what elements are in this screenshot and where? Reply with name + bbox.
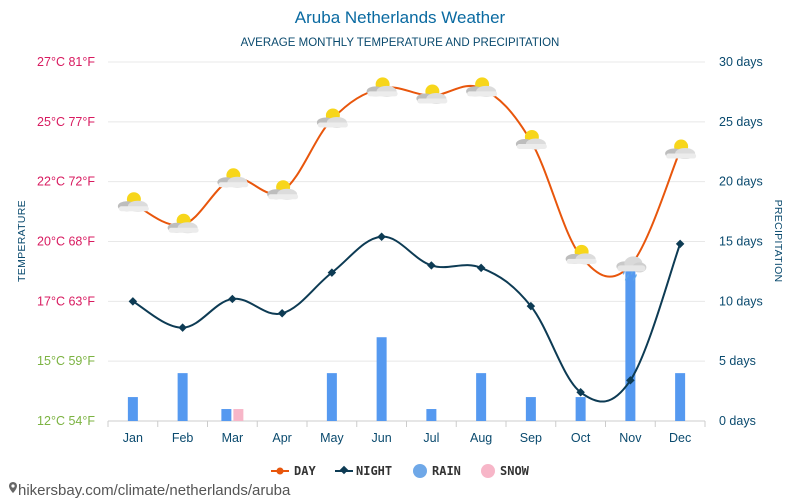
- footer-url[interactable]: hikersbay.com/climate/netherlands/aruba: [18, 482, 291, 499]
- legend-day-marker: [276, 467, 284, 475]
- temperature-tick-label: 12°C 54°F: [37, 414, 95, 428]
- month-label: Feb: [172, 431, 194, 445]
- temperature-tick-label: 20°C 68°F: [37, 235, 95, 249]
- chart-subtitle: AVERAGE MONTHLY TEMPERATURE AND PRECIPIT…: [241, 37, 560, 49]
- partly-sunny-icon: [416, 84, 448, 105]
- night-point: [526, 301, 536, 311]
- month-label: May: [320, 431, 344, 445]
- legend-item-rain[interactable]: RAIN: [413, 464, 461, 478]
- rain-cloud-icon: [616, 256, 647, 281]
- night-point: [327, 268, 337, 277]
- legend-item-day[interactable]: DAY: [271, 464, 316, 478]
- partly-sunny-icon: [117, 192, 149, 212]
- month-axis: Jan Feb Mar Apr May Jun Jul Aug Sep Oct Nov Dec: [107, 420, 706, 445]
- legend-night-label: NIGHT: [356, 464, 392, 478]
- night-point: [675, 239, 685, 249]
- rain-bar: [525, 397, 536, 421]
- legend-rain-label: RAIN: [432, 464, 461, 478]
- precipitation-tick-label: 15 days: [719, 235, 763, 249]
- rain-bar: [625, 265, 636, 421]
- precipitation-tick-label: 5 days: [719, 354, 756, 368]
- month-label: Jun: [372, 431, 392, 445]
- partly-sunny-icon: [565, 244, 597, 265]
- month-label: Aug: [470, 431, 492, 445]
- month-label: Jul: [423, 431, 439, 445]
- night-point: [228, 294, 237, 304]
- month-label: Mar: [222, 431, 244, 445]
- night-point: [476, 263, 486, 273]
- precipitation-tick-label: 10 days: [719, 294, 763, 308]
- rain-bar: [675, 373, 686, 421]
- rain-bar: [476, 373, 487, 421]
- precipitation-bars: [127, 265, 686, 421]
- night-temperature-line: [132, 235, 682, 403]
- rain-bar: [177, 373, 188, 421]
- weather-icons: [117, 77, 697, 281]
- night-point: [626, 376, 635, 385]
- temperature-tick-label: 25°C 77°F: [37, 115, 95, 129]
- night-point: [178, 323, 187, 332]
- precipitation-tick-label: 20 days: [719, 175, 763, 189]
- rain-bar: [426, 409, 437, 421]
- partly-sunny-icon: [267, 180, 299, 200]
- month-label: Nov: [619, 431, 642, 445]
- month-label: Sep: [520, 431, 542, 445]
- temperature-axis: 27°C 81°F 25°C 77°F 22°C 72°F 20°C 68°F 17°C…: [37, 55, 95, 428]
- partly-sunny-icon: [316, 108, 348, 128]
- precipitation-tick-label: 30 days: [719, 55, 763, 69]
- temperature-tick-label: 15°C 59°F: [37, 354, 95, 368]
- temperature-tick-label: 17°C 63°F: [37, 294, 95, 308]
- precipitation-tick-label: 25 days: [719, 115, 763, 129]
- temperature-lines: [128, 84, 685, 403]
- night-point: [277, 309, 287, 318]
- chart-title: Aruba Netherlands Weather: [295, 8, 506, 27]
- temperature-axis-label: TEMPERATURE: [16, 200, 28, 282]
- month-label: Jan: [123, 431, 143, 445]
- legend-night-marker: [339, 465, 349, 475]
- rain-bar: [127, 397, 138, 421]
- month-label: Apr: [272, 431, 291, 445]
- legend-snow-label: SNOW: [500, 464, 530, 478]
- month-label: Dec: [669, 431, 691, 445]
- gridlines: [108, 61, 705, 422]
- partly-sunny-icon: [466, 77, 498, 97]
- legend-item-snow[interactable]: SNOW: [481, 464, 530, 478]
- partly-sunny-icon: [217, 168, 249, 188]
- night-point: [128, 297, 138, 306]
- night-point: [377, 232, 386, 241]
- legend-item-night[interactable]: NIGHT: [335, 464, 392, 478]
- temperature-tick-label: 22°C 72°F: [37, 175, 95, 189]
- partly-sunny-icon: [515, 129, 547, 150]
- snow-bar: [233, 409, 244, 421]
- legend: DAY NIGHT RAIN SNOW: [271, 464, 530, 478]
- night-point: [427, 261, 436, 270]
- rain-bar: [575, 397, 586, 421]
- legend-snow-marker: [481, 464, 495, 478]
- location-pin-icon: [9, 482, 17, 493]
- rain-bar: [221, 409, 232, 421]
- month-label: Oct: [571, 431, 591, 445]
- footer[interactable]: hikersbay.com/climate/netherlands/aruba: [9, 482, 291, 499]
- temperature-tick-label: 27°C 81°F: [37, 55, 95, 69]
- rain-bar: [376, 337, 387, 421]
- partly-sunny-icon: [167, 213, 199, 234]
- precipitation-axis: 30 days 25 days 20 days 15 days 10 days 5 day…: [719, 55, 763, 428]
- partly-sunny-icon: [366, 77, 398, 97]
- precipitation-axis-label: PRECIPITATION: [772, 200, 784, 283]
- legend-rain-marker: [413, 464, 427, 478]
- night-point: [576, 388, 585, 397]
- legend-day-label: DAY: [294, 464, 316, 478]
- rain-bar: [326, 373, 337, 421]
- precipitation-tick-label: 0 days: [719, 414, 756, 428]
- partly-sunny-icon: [665, 139, 697, 160]
